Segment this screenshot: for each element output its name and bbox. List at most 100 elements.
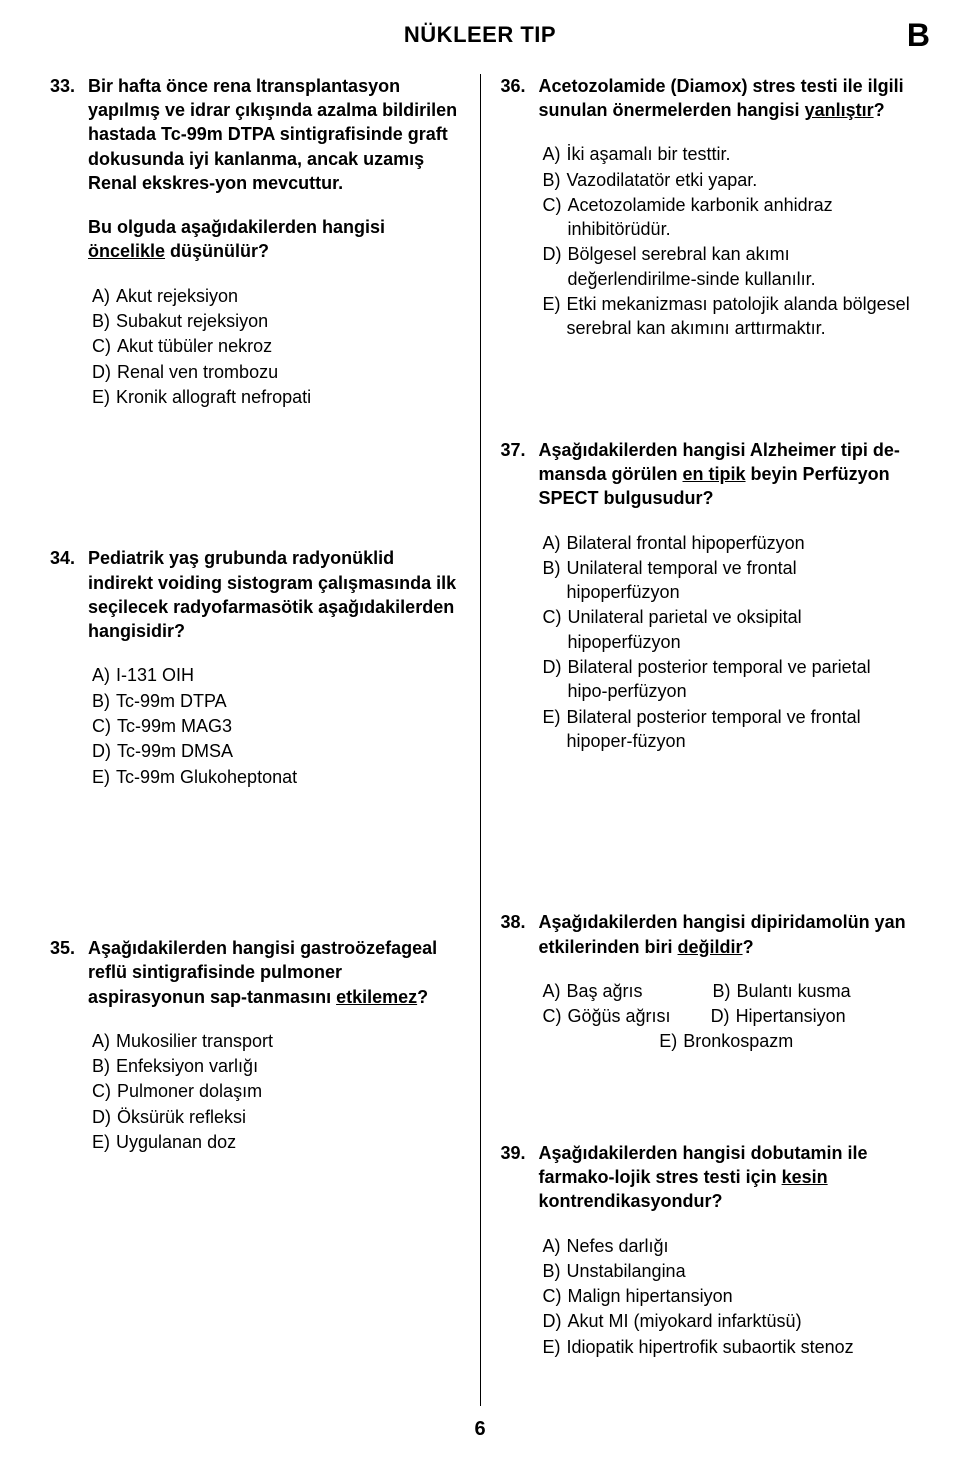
option-item: D)Tc-99m DMSA [92, 739, 460, 763]
option-text: Tc-99m DTPA [116, 689, 460, 713]
option-label: C) [543, 605, 562, 654]
option-label: E) [92, 765, 110, 789]
option-label: C) [92, 1079, 111, 1103]
question-33: 33. Bir hafta önce rena ltransplantasyon… [50, 74, 460, 411]
options-list: A)İki aşamalı bir testtir. B)Vazodilatat… [539, 142, 911, 340]
option-label: E) [543, 705, 561, 754]
option-label: E) [92, 385, 110, 409]
option-text: Vazodilatatör etki yapar. [567, 168, 911, 192]
options-list: A)I-131 OIH B)Tc-99m DTPA C)Tc-99m MAG3 … [88, 663, 460, 788]
option-item: C)Unilateral parietal ve oksipital hipop… [543, 605, 911, 654]
option-text: Bilateral frontal hipoperfüzyon [567, 531, 911, 555]
left-column: 33. Bir hafta önce rena ltransplantasyon… [30, 74, 481, 1406]
option-item: A)Akut rejeksiyon [92, 284, 460, 308]
option-label: D) [543, 242, 562, 291]
option-text: Akut MI (miyokard infarktüsü) [568, 1309, 911, 1333]
question-body: Aşağıdakilerden hangisi dobutamin ile fa… [539, 1141, 911, 1360]
option-item: D)Bilateral posterior temporal ve pariet… [543, 655, 911, 704]
option-text: Tc-99m Glukoheptonat [116, 765, 460, 789]
option-label: E) [92, 1130, 110, 1154]
option-text: Nefes darlığı [567, 1234, 911, 1258]
option-item: A)Bilateral frontal hipoperfüzyon [543, 531, 911, 555]
option-item: A)Nefes darlığı [543, 1234, 911, 1258]
option-text: Bilateral posterior temporal ve frontal … [567, 705, 911, 754]
option-text: Bölgesel serebral kan akımı değerlendiri… [568, 242, 911, 291]
question-35: 35. Aşağıdakilerden hangisi gastroözefag… [50, 936, 460, 1155]
option-item: D)Hipertansiyon [711, 1004, 846, 1028]
option-item: E)Etki mekanizması patolojik alanda bölg… [543, 292, 911, 341]
option-text: Unilateral parietal ve oksipital hipoper… [568, 605, 911, 654]
option-label: A) [92, 284, 110, 308]
option-label: A) [92, 1029, 110, 1053]
option-text: Mukosilier transport [116, 1029, 460, 1053]
option-label: A) [92, 663, 110, 687]
question-body: Pediatrik yaş grubunda radyonüklid indir… [88, 546, 460, 790]
question-body: Bir hafta önce rena ltransplantasyon yap… [88, 74, 460, 411]
option-label: B) [92, 689, 110, 713]
option-item: B)Enfeksiyon varlığı [92, 1054, 460, 1078]
option-label: C) [92, 714, 111, 738]
option-item: C)Göğüs ağrısı [543, 1004, 671, 1028]
spacer [501, 388, 911, 438]
question-39: 39. Aşağıdakilerden hangisi dobutamin il… [501, 1141, 911, 1360]
question-text: Aşağıdakilerden hangisi Alzheimer tipi d… [539, 438, 911, 511]
question-number: 34. [50, 546, 80, 790]
option-text: Tc-99m MAG3 [117, 714, 460, 738]
option-label: A) [543, 531, 561, 555]
option-item: D)Öksürük refleksi [92, 1105, 460, 1129]
option-item: A)Mukosilier transport [92, 1029, 460, 1053]
option-row: E)Bronkospazm [543, 1029, 911, 1053]
option-row: C)Göğüs ağrısı D)Hipertansiyon [543, 1004, 911, 1028]
option-label: A) [543, 979, 561, 1003]
option-item: E)Tc-99m Glukoheptonat [92, 765, 460, 789]
option-text: Pulmoner dolaşım [117, 1079, 460, 1103]
qtext-underline: en tipik [683, 464, 746, 484]
options-inline: A)Baş ağrıs B)Bulantı kusma C)Göğüs ağrı… [539, 979, 911, 1054]
option-text: Akut rejeksiyon [116, 284, 460, 308]
qtext-part: ? [417, 987, 428, 1007]
option-text: Bronkospazm [683, 1029, 793, 1053]
option-label: E) [659, 1029, 677, 1053]
option-item: E)Bronkospazm [659, 1029, 793, 1053]
option-text: Öksürük refleksi [117, 1105, 460, 1129]
option-text: Acetozolamide karbonik anhidraz inhibitö… [568, 193, 911, 242]
option-row: A)Baş ağrıs B)Bulantı kusma [543, 979, 911, 1003]
question-body: Acetozolamide (Diamox) stres testi ile i… [539, 74, 911, 342]
option-text: Etki mekanizması patolojik alanda bölges… [567, 292, 911, 341]
option-label: B) [543, 168, 561, 192]
option-label: D) [543, 1309, 562, 1333]
option-label: B) [92, 1054, 110, 1078]
options-list: A)Bilateral frontal hipoperfüzyon B)Unil… [539, 531, 911, 754]
option-text: Akut tübüler nekroz [117, 334, 460, 358]
option-text: Renal ven trombozu [117, 360, 460, 384]
option-label: C) [543, 1004, 562, 1028]
option-text: Göğüs ağrısı [568, 1004, 671, 1028]
option-item: D)Bölgesel serebral kan akımı değerlendi… [543, 242, 911, 291]
option-text: Bilateral posterior temporal ve parietal… [568, 655, 911, 704]
qtext-underline: etkilemez [336, 987, 417, 1007]
option-label: B) [713, 979, 731, 1003]
option-label: D) [711, 1004, 730, 1028]
question-38: 38. Aşağıdakilerden hangisi dipiridamolü… [501, 910, 911, 1054]
page-number: 6 [30, 1416, 930, 1443]
option-label: E) [543, 292, 561, 341]
question-text: Pediatrik yaş grubunda radyonüklid indir… [88, 546, 460, 643]
option-text: Unilateral temporal ve frontal hipoperfü… [567, 556, 911, 605]
question-34: 34. Pediatrik yaş grubunda radyonüklid i… [50, 546, 460, 790]
option-item: E)Uygulanan doz [92, 1130, 460, 1154]
option-label: E) [543, 1335, 561, 1359]
option-item: B)Bulantı kusma [713, 979, 851, 1003]
question-number: 35. [50, 936, 80, 1155]
option-item: C)Tc-99m MAG3 [92, 714, 460, 738]
option-text: Baş ağrıs [567, 979, 643, 1003]
qtext-underline: kesin [782, 1167, 828, 1187]
option-label: C) [92, 334, 111, 358]
question-36: 36. Acetozolamide (Diamox) stres testi i… [501, 74, 911, 342]
spacer [501, 1101, 911, 1141]
option-item: D)Renal ven trombozu [92, 360, 460, 384]
question-body: Aşağıdakilerden hangisi Alzheimer tipi d… [539, 438, 911, 755]
qtext-part: Bu olguda aşağıdakilerden hangisi [88, 217, 385, 237]
option-item: B)Unilateral temporal ve frontal hipoper… [543, 556, 911, 605]
question-text: Acetozolamide (Diamox) stres testi ile i… [539, 74, 911, 123]
option-item: E)Bilateral posterior temporal ve fronta… [543, 705, 911, 754]
